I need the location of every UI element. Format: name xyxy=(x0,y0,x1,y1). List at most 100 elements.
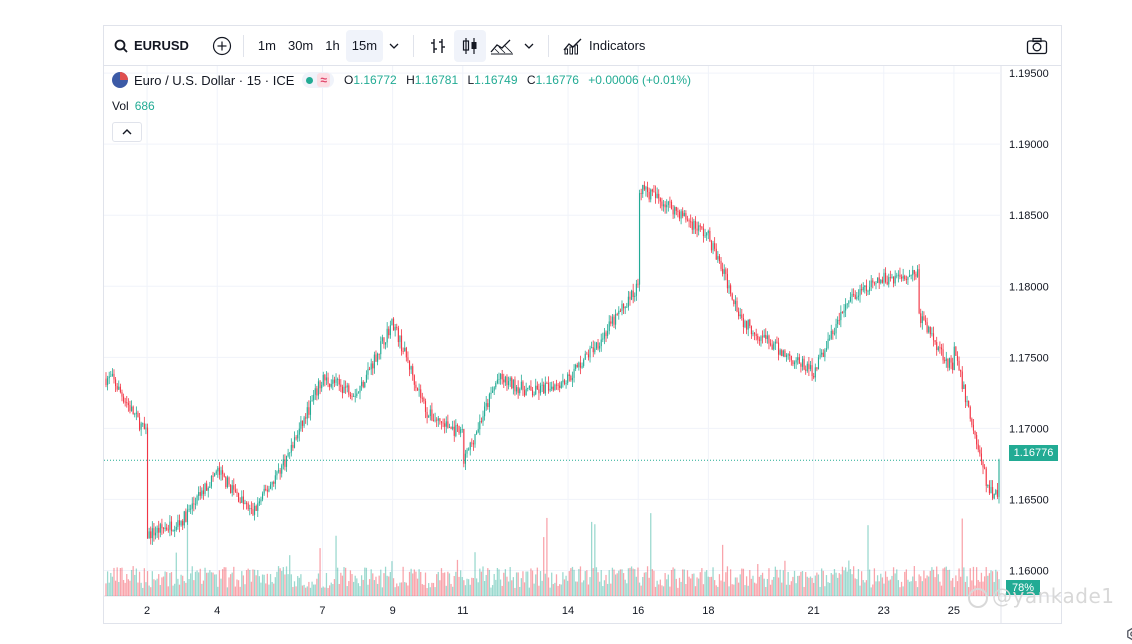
candle-body xyxy=(770,343,772,345)
series-title[interactable]: Euro / U.S. Dollar · 15 · ICE xyxy=(134,72,295,88)
candles-chart-type-button[interactable] xyxy=(454,29,487,62)
candle-body xyxy=(146,427,149,539)
candle-body xyxy=(754,332,756,335)
volume-bar xyxy=(645,572,647,596)
market-status[interactable]: ≈ xyxy=(302,72,334,88)
candle-body xyxy=(654,192,657,198)
area-chart-type-button[interactable] xyxy=(486,30,518,62)
candle-body xyxy=(118,386,120,390)
candle-body xyxy=(734,300,736,305)
volume-bar xyxy=(816,572,818,596)
bar-chart-type-button[interactable] xyxy=(422,30,454,62)
volume-bar xyxy=(308,581,310,596)
candle-body xyxy=(450,427,452,429)
volume-bar xyxy=(848,560,850,596)
toolbar-separator xyxy=(242,34,244,57)
volume-bar xyxy=(119,568,122,596)
candle-body xyxy=(333,379,335,383)
compare-symbol-button[interactable] xyxy=(211,30,233,62)
volume-bar xyxy=(891,575,893,596)
volume-bar xyxy=(523,582,526,596)
candle-body xyxy=(131,406,133,411)
volume-label[interactable]: Vol xyxy=(112,99,129,113)
candle-body xyxy=(621,303,623,311)
candle-body xyxy=(535,385,537,395)
candle-body xyxy=(562,380,564,383)
candle-body xyxy=(490,392,492,395)
volume-bar xyxy=(626,583,628,596)
volume-value: 686 xyxy=(134,99,155,113)
volume-bar xyxy=(530,568,532,596)
volume-bar xyxy=(225,567,227,596)
volume-bar xyxy=(284,574,286,596)
candle-body xyxy=(349,394,351,397)
price-chart[interactable]: 1.19500 1.19000 1.18500 1.18000 1.17500 1.170… xyxy=(104,66,1061,624)
candle-body xyxy=(487,403,489,408)
volume-bar xyxy=(987,575,989,596)
candle-body xyxy=(308,407,310,415)
volume-bar xyxy=(455,571,457,596)
volume-bar xyxy=(127,579,130,596)
candle-body xyxy=(185,511,187,522)
candle-body xyxy=(848,301,850,304)
volume-bar xyxy=(961,518,963,596)
candle-body xyxy=(474,434,476,445)
interval-15m[interactable]: 15m xyxy=(345,29,384,62)
volume-bar xyxy=(635,576,638,596)
interval-1h[interactable]: 1h xyxy=(325,38,340,53)
candle-body xyxy=(541,384,543,386)
candle-body xyxy=(453,426,455,436)
volume-bar xyxy=(845,567,847,596)
candle-body xyxy=(469,442,471,450)
volume-bar xyxy=(661,585,663,596)
chart-type-dropdown-button[interactable] xyxy=(518,30,540,62)
volume-bar xyxy=(426,587,428,596)
time-axis-label: 9 xyxy=(390,605,396,617)
candle-body xyxy=(500,373,502,380)
collapse-legend-button[interactable] xyxy=(112,122,142,142)
interval-1m[interactable]: 1m xyxy=(257,38,276,53)
candle-body xyxy=(172,530,174,532)
candle-body xyxy=(244,502,246,505)
symbol-search-button[interactable]: EURUSD xyxy=(114,30,189,62)
candle-body xyxy=(803,358,805,370)
candle-body xyxy=(854,294,856,299)
candle-body xyxy=(472,443,474,445)
candle-body xyxy=(833,333,836,335)
candle-body xyxy=(338,379,340,385)
indicators-button[interactable]: Indicators xyxy=(557,30,651,62)
candle-body xyxy=(127,403,129,406)
volume-bar xyxy=(520,578,522,596)
candle-body xyxy=(702,228,705,237)
price-axis-label: 1.17000 xyxy=(1009,423,1049,435)
volume-bar xyxy=(354,575,356,596)
candle-body xyxy=(980,453,982,462)
candle-body xyxy=(710,241,713,251)
candle-body xyxy=(466,449,468,454)
candle-body xyxy=(952,362,954,370)
volume-bar xyxy=(271,581,273,596)
volume-bar xyxy=(145,582,147,596)
volume-bar xyxy=(843,570,845,596)
candle-body xyxy=(432,420,435,422)
volume-bar xyxy=(453,576,455,596)
candle-body xyxy=(514,379,516,392)
volume-bar xyxy=(546,517,548,596)
candle-body xyxy=(367,368,369,375)
candle-body xyxy=(918,269,920,314)
volume-bar xyxy=(212,572,214,596)
candle-body xyxy=(746,321,748,330)
candle-body xyxy=(624,307,626,309)
snapshot-button[interactable] xyxy=(1021,30,1053,62)
volume-bar xyxy=(712,567,714,596)
candle-body xyxy=(725,269,727,274)
interval-dropdown-button[interactable] xyxy=(383,30,405,62)
volume-bar xyxy=(268,584,270,596)
chart-settings-button[interactable] xyxy=(1126,627,1132,644)
volume-bar xyxy=(825,575,828,596)
candle-body xyxy=(412,366,414,376)
volume-bar xyxy=(258,576,260,596)
volume-bar xyxy=(945,566,947,596)
interval-30m[interactable]: 30m xyxy=(287,38,314,53)
volume-bar xyxy=(143,568,145,596)
